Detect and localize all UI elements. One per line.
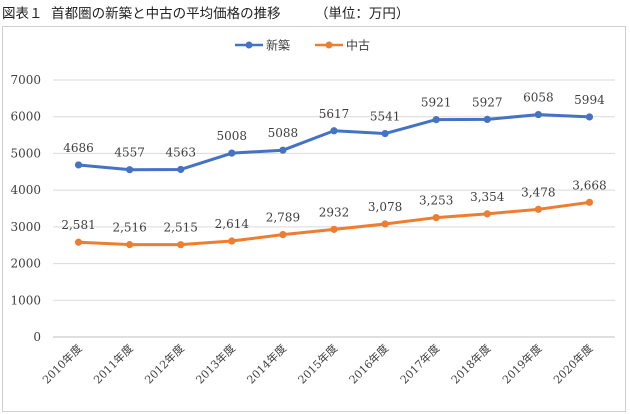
point-中古-1 <box>126 241 134 249</box>
data-label-中古-5: 2932 <box>319 205 350 219</box>
point-新築-3 <box>228 149 236 157</box>
x-tick-label-6: 2016年度 <box>346 341 391 386</box>
figure-label: 図表１ <box>2 6 43 22</box>
point-中古-10 <box>585 198 594 206</box>
data-label-中古-10: 3,668 <box>572 178 606 192</box>
data-label-新築-4: 5088 <box>268 126 299 140</box>
figure-title: 図表１ 首都圏の新築と中古の平均価格の推移 （単位：万円） <box>2 2 409 22</box>
data-label-中古-7: 3,253 <box>419 194 453 208</box>
point-新築-2 <box>177 165 185 174</box>
y-tick-label-1000: 1000 <box>10 293 41 307</box>
y-tick-label-3000: 3000 <box>10 220 41 234</box>
point-新築-10 <box>585 113 594 121</box>
data-label-中古-6: 3,078 <box>368 200 402 214</box>
point-新築-0 <box>74 161 83 169</box>
figure-caption: 首都圏の新築と中古の平均価格の推移 <box>51 6 281 22</box>
point-中古-7 <box>432 213 440 222</box>
point-中古-9 <box>534 205 542 213</box>
legend-label-新築: 新築 <box>266 38 290 53</box>
point-中古-5 <box>330 225 338 233</box>
point-新築-8 <box>483 115 491 123</box>
data-label-中古-2: 2,515 <box>164 221 198 235</box>
y-tick-label-7000: 7000 <box>10 73 41 87</box>
data-label-中古-0: 2,581 <box>61 218 95 232</box>
x-tick-label-1: 2011年度 <box>91 341 136 386</box>
series-line-新築 <box>77 113 591 172</box>
figure-unit: （単位：万円） <box>314 6 410 22</box>
x-tick-label-7: 2017年度 <box>397 341 442 386</box>
point-新築-4 <box>279 146 287 154</box>
data-label-中古-9: 3,478 <box>521 185 555 199</box>
x-tick-label-0: 2010年度 <box>39 341 84 386</box>
point-新築-7 <box>432 116 440 124</box>
x-tick-label-8: 2018年度 <box>448 341 493 386</box>
x-tick-label-10: 2020年度 <box>550 341 595 386</box>
point-中古-4 <box>279 231 287 239</box>
legend-marker-新築 <box>245 41 253 49</box>
x-tick-label-4: 2014年度 <box>244 341 289 386</box>
data-label-中古-4: 2,789 <box>266 211 300 225</box>
data-label-新築-1: 4557 <box>114 146 145 160</box>
data-label-新築-5: 5617 <box>319 107 350 121</box>
data-label-新築-0: 4686 <box>63 141 94 155</box>
chart-area: 0 1000 2000 3000 4000 5000 6000 7000 2010年度 2011年… <box>2 26 626 412</box>
data-label-中古-8: 3,354 <box>470 190 505 204</box>
point-新築-5 <box>330 127 338 135</box>
data-label-新築-3: 5008 <box>217 129 248 143</box>
data-label-新築-8: 5927 <box>472 95 503 109</box>
point-中古-0 <box>74 238 83 246</box>
y-tick-label-0: 0 <box>33 330 41 344</box>
y-tick-label-2000: 2000 <box>10 257 41 271</box>
y-tick-label-6000: 6000 <box>10 110 41 124</box>
point-中古-3 <box>228 237 236 245</box>
line-chart: 0 1000 2000 3000 4000 5000 6000 7000 2010年度 2011年… <box>10 38 615 386</box>
x-tick-label-9: 2019年度 <box>499 341 544 386</box>
y-tick-label-5000: 5000 <box>10 146 41 160</box>
data-label-新築-10: 5994 <box>574 93 605 107</box>
point-中古-8 <box>483 210 491 218</box>
x-tick-label-3: 2013年度 <box>193 341 238 386</box>
data-label-新築-7: 5921 <box>421 96 452 110</box>
point-中古-2 <box>177 241 185 249</box>
data-label-新築-6: 5541 <box>370 110 401 124</box>
data-label-新築-2: 4563 <box>165 145 196 159</box>
data-label-中古-3: 2,614 <box>215 217 250 231</box>
point-新築-1 <box>126 166 134 174</box>
data-label-中古-1: 2,516 <box>112 221 146 235</box>
y-tick-label-4000: 4000 <box>10 183 41 197</box>
point-中古-6 <box>381 220 389 228</box>
x-tick-label-2: 2012年度 <box>142 341 187 386</box>
legend-marker-中古 <box>325 41 333 49</box>
legend-label-中古: 中古 <box>346 38 370 53</box>
data-label-新築-9: 6058 <box>523 91 554 105</box>
x-tick-label-5: 2015年度 <box>295 341 340 386</box>
point-新築-6 <box>381 129 389 138</box>
point-新築-9 <box>534 110 542 119</box>
